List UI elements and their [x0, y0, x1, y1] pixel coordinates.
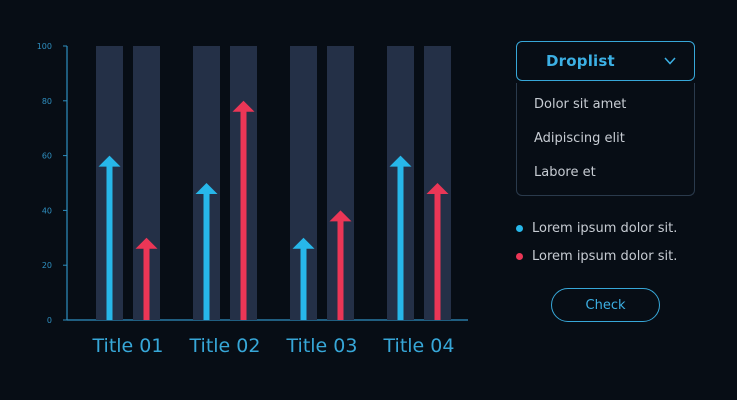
- menu-item[interactable]: Adipiscing elit: [534, 131, 625, 146]
- bar-arrow-shaft: [434, 193, 441, 320]
- bar-arrow-shaft: [397, 165, 404, 320]
- legend-item-red: Lorem ipsum dolor sit.: [516, 249, 677, 264]
- bar-arrow-head: [232, 100, 255, 112]
- droplist-menu: Dolor sit amet Adipiscing elit Labore et: [516, 83, 695, 196]
- bar-arrow-shaft: [337, 220, 344, 320]
- check-button[interactable]: Check: [551, 288, 660, 322]
- legend-dot-blue: [516, 225, 523, 232]
- bar-chart: 0 20 40 60 80 100 Title 01 Title 02 Title 03 Titl…: [37, 42, 468, 357]
- y-tick-label: 100: [37, 42, 52, 51]
- bar-arrow-head: [292, 237, 315, 249]
- y-tick-label: 80: [42, 97, 52, 106]
- droplist-dropdown[interactable]: Droplist: [516, 41, 695, 81]
- menu-item[interactable]: Dolor sit amet: [534, 97, 627, 112]
- legend-item-blue: Lorem ipsum dolor sit.: [516, 221, 677, 236]
- menu-item[interactable]: Labore et: [534, 165, 596, 180]
- bar-arrow-head: [329, 210, 352, 222]
- droplist-label: Droplist: [546, 52, 615, 70]
- bar-arrow-shaft: [143, 247, 150, 320]
- category-label: Title 02: [189, 335, 261, 357]
- y-tick-label: 40: [42, 206, 52, 215]
- legend-dot-red: [516, 253, 523, 260]
- bar-arrow-head: [389, 155, 412, 167]
- bar-arrow-head: [135, 237, 158, 249]
- bar-arrow-head: [426, 183, 449, 194]
- legend-label: Lorem ipsum dolor sit.: [532, 249, 678, 264]
- chevron-down-icon: [664, 57, 676, 65]
- category-label: Title 04: [383, 335, 455, 357]
- bar-arrow-shaft: [106, 165, 113, 320]
- legend-label: Lorem ipsum dolor sit.: [532, 221, 678, 236]
- y-tick-label: 60: [42, 152, 52, 161]
- bar-arrow-shaft: [240, 110, 247, 320]
- category-label: Title 03: [286, 335, 358, 357]
- y-tick-label: 0: [47, 316, 52, 325]
- bar-arrow-head: [195, 183, 218, 194]
- bar-arrow-shaft: [203, 193, 210, 320]
- bar-arrow-shaft: [300, 247, 307, 320]
- bar-arrow-head: [98, 155, 121, 167]
- y-tick-label: 20: [42, 261, 52, 270]
- category-label: Title 01: [92, 335, 164, 357]
